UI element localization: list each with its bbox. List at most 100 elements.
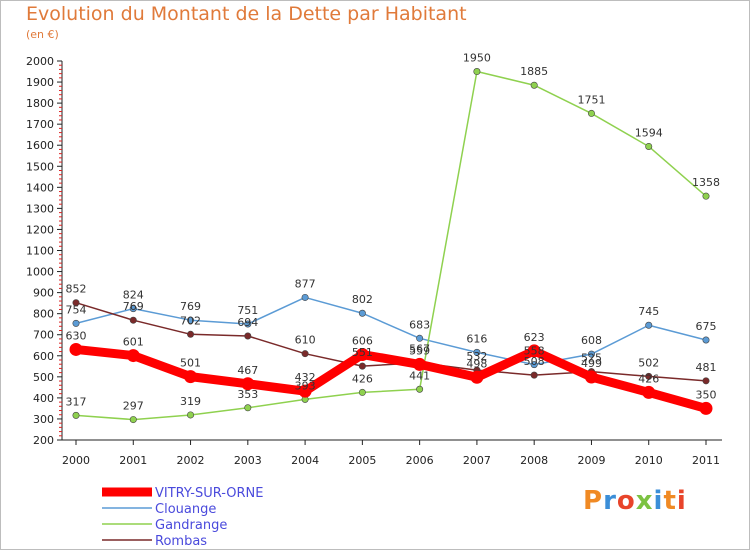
series-line <box>71 344 711 413</box>
data-point <box>645 142 653 150</box>
data-label: 702 <box>180 314 201 327</box>
data-label: 441 <box>409 369 430 382</box>
data-point <box>244 320 252 328</box>
y-tick-label: 900 <box>33 287 54 300</box>
logo-text: Proxiti <box>583 486 687 516</box>
data-label: 683 <box>409 318 430 331</box>
data-label: 551 <box>352 346 373 359</box>
x-tick-label: 2001 <box>119 454 147 467</box>
data-point <box>530 371 538 379</box>
data-point <box>699 401 713 415</box>
y-tick-label: 200 <box>33 434 54 447</box>
data-label: 432 <box>295 371 316 384</box>
series-line <box>75 70 707 421</box>
data-label: 319 <box>180 395 201 408</box>
data-label: 393 <box>295 379 316 392</box>
data-point <box>129 316 137 324</box>
x-tick-label: 2011 <box>692 454 720 467</box>
data-label: 499 <box>581 357 602 370</box>
data-point <box>530 361 538 369</box>
x-tick-label: 2010 <box>635 454 663 467</box>
data-point <box>473 348 481 356</box>
y-tick-label: 2000 <box>26 55 54 68</box>
data-label: 802 <box>352 293 373 306</box>
data-point <box>645 372 653 380</box>
series-line <box>75 296 707 366</box>
data-label: 498 <box>466 357 487 370</box>
data-point <box>129 416 137 424</box>
legend-label: VITRY-SUR-ORNE <box>155 486 264 501</box>
series-rombas <box>72 299 710 385</box>
data-point <box>702 336 710 344</box>
series-layer <box>69 68 713 424</box>
data-point <box>642 385 656 399</box>
data-label: 1751 <box>577 93 605 106</box>
data-point <box>527 344 541 358</box>
data-point <box>244 332 252 340</box>
y-tick-label: 1600 <box>26 139 54 152</box>
data-label: 426 <box>638 372 659 385</box>
data-label: 608 <box>581 334 602 347</box>
data-label: 623 <box>524 331 545 344</box>
data-point <box>298 384 312 398</box>
data-point <box>587 109 595 117</box>
y-tick-label: 500 <box>33 371 54 384</box>
data-label: 481 <box>696 361 717 374</box>
data-label: 751 <box>237 304 258 317</box>
data-label: 1950 <box>463 52 491 65</box>
data-label: 567 <box>409 343 430 356</box>
data-label: 610 <box>295 334 316 347</box>
chart-unit: (en €) <box>26 28 59 41</box>
data-label: 426 <box>352 372 373 385</box>
data-point <box>187 330 195 338</box>
data-point <box>301 350 309 358</box>
legend-label: Clouange <box>155 502 216 517</box>
data-label: 877 <box>295 277 316 290</box>
data-point <box>184 370 198 384</box>
data-label: 1358 <box>692 176 720 189</box>
y-tick-label: 1700 <box>26 118 54 131</box>
data-label: 769 <box>123 300 144 313</box>
data-point <box>470 370 484 384</box>
y-tick-label: 1000 <box>26 266 54 279</box>
x-tick-label: 2009 <box>577 454 605 467</box>
data-label: 467 <box>237 364 258 377</box>
data-label: 616 <box>466 332 487 345</box>
x-tick-label: 2008 <box>520 454 548 467</box>
series-line <box>75 301 707 382</box>
data-point <box>416 385 424 393</box>
data-point <box>72 411 80 419</box>
data-label: 297 <box>123 400 144 413</box>
data-label: 559 <box>409 344 430 357</box>
y-tick-label: 400 <box>33 392 54 405</box>
y-tick-label: 1500 <box>26 160 54 173</box>
data-label: 630 <box>66 329 87 342</box>
x-tick-label: 2004 <box>291 454 319 467</box>
chart-title: Evolution du Montant de la Dette par Hab… <box>26 3 467 25</box>
data-point <box>126 349 140 363</box>
data-point <box>587 350 595 358</box>
data-label: 501 <box>180 357 201 370</box>
legend-label: Gandrange <box>155 518 227 533</box>
series-clouange <box>72 293 710 369</box>
proxiti-logo: Proxiti <box>583 486 687 516</box>
x-tick-label: 2007 <box>463 454 491 467</box>
data-point <box>584 370 598 384</box>
data-label: 508 <box>524 355 545 368</box>
data-label: 824 <box>123 289 144 302</box>
data-label: 532 <box>466 350 487 363</box>
data-label: 1885 <box>520 65 548 78</box>
series-gandrange <box>72 68 710 424</box>
x-tick-label: 2003 <box>234 454 262 467</box>
data-label: 558 <box>524 345 545 358</box>
data-point <box>241 377 255 391</box>
data-label: 675 <box>696 320 717 333</box>
data-point <box>187 411 195 419</box>
data-point <box>69 342 83 356</box>
data-point <box>72 319 80 327</box>
data-point <box>244 404 252 412</box>
